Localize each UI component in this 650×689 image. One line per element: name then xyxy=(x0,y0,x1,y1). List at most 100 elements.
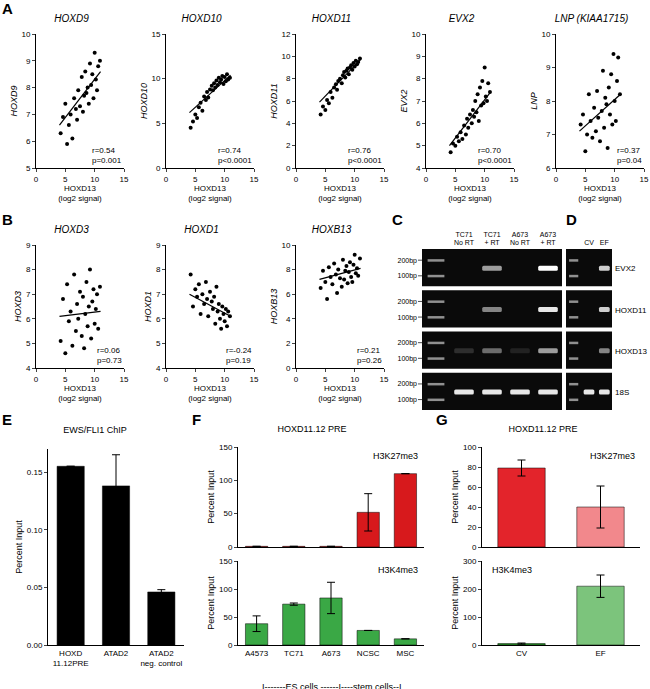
svg-text:HOXD11.12 PRE: HOXD11.12 PRE xyxy=(278,425,347,434)
svg-text:ATAD2: ATAD2 xyxy=(104,649,129,658)
svg-text:10: 10 xyxy=(90,375,99,384)
svg-text:20: 20 xyxy=(467,523,476,532)
svg-text:I-------ES cells ------I----st: I-------ES cells ------I----stem cells--… xyxy=(262,682,401,689)
svg-text:8: 8 xyxy=(546,97,551,106)
svg-text:6: 6 xyxy=(286,290,291,299)
svg-text:TC71+ RT: TC71+ RT xyxy=(483,231,500,246)
svg-text:10: 10 xyxy=(411,30,420,39)
svg-text:200bp: 200bp xyxy=(398,380,418,388)
svg-text:5: 5 xyxy=(416,141,421,150)
svg-text:10: 10 xyxy=(220,375,229,384)
svg-text:15: 15 xyxy=(250,175,259,184)
svg-text:300: 300 xyxy=(463,557,477,566)
svg-text:0.00: 0.00 xyxy=(27,641,43,650)
svg-text:5: 5 xyxy=(193,375,198,384)
svg-text:4: 4 xyxy=(286,119,291,128)
svg-text:HOXD10: HOXD10 xyxy=(139,83,149,119)
svg-text:Percent Input: Percent Input xyxy=(450,470,460,524)
svg-text:0.05: 0.05 xyxy=(27,583,43,592)
svg-text:12: 12 xyxy=(281,30,290,39)
svg-text:TC71No RT: TC71No RT xyxy=(454,231,475,246)
svg-text:r=-0.24p=0.19: r=-0.24p=0.19 xyxy=(226,346,252,365)
svg-text:8: 8 xyxy=(286,265,291,274)
svg-text:6: 6 xyxy=(546,164,551,173)
svg-text:50: 50 xyxy=(223,509,232,518)
svg-text:10: 10 xyxy=(21,30,30,39)
svg-text:A673+ RT: A673+ RT xyxy=(540,231,557,246)
svg-text:9: 9 xyxy=(156,241,161,250)
svg-text:EF: EF xyxy=(595,649,605,658)
svg-text:MSC: MSC xyxy=(397,649,415,658)
svg-text:HOXD11.12PRE: HOXD11.12PRE xyxy=(53,649,89,668)
svg-text:0: 0 xyxy=(34,375,39,384)
svg-text:A673: A673 xyxy=(322,649,341,658)
svg-text:5: 5 xyxy=(156,339,161,348)
svg-text:15: 15 xyxy=(250,375,259,384)
svg-text:60: 60 xyxy=(467,483,476,492)
svg-text:150: 150 xyxy=(219,557,233,566)
svg-text:10: 10 xyxy=(281,52,290,61)
svg-text:HOXD13(log2 signal): HOXD13(log2 signal) xyxy=(448,184,492,203)
svg-text:HOXD13(log2 signal): HOXD13(log2 signal) xyxy=(578,184,622,203)
svg-text:15: 15 xyxy=(510,175,519,184)
svg-text:5: 5 xyxy=(323,375,328,384)
svg-text:HOXD11.12 PRE: HOXD11.12 PRE xyxy=(509,425,578,434)
svg-text:H3K4me3: H3K4me3 xyxy=(492,565,532,575)
svg-text:LNP: LNP xyxy=(529,92,539,110)
svg-text:9: 9 xyxy=(26,241,31,250)
svg-text:H3K4me3: H3K4me3 xyxy=(378,565,418,575)
svg-text:10: 10 xyxy=(151,74,160,83)
svg-text:0: 0 xyxy=(294,175,299,184)
svg-text:H3K27me3: H3K27me3 xyxy=(373,451,418,461)
svg-text:8: 8 xyxy=(26,83,31,92)
svg-text:HOXD11: HOXD11 xyxy=(312,14,351,24)
svg-text:EVX2: EVX2 xyxy=(399,89,409,112)
svg-text:100bp: 100bp xyxy=(398,396,418,404)
svg-text:15: 15 xyxy=(120,375,129,384)
svg-text:r=0.54p=0.001: r=0.54p=0.001 xyxy=(92,146,122,165)
svg-text:EWS/FLI1 ChIP: EWS/FLI1 ChIP xyxy=(63,425,127,435)
svg-text:9: 9 xyxy=(26,57,31,66)
svg-text:HOXD9: HOXD9 xyxy=(9,85,19,116)
svg-text:10: 10 xyxy=(610,175,619,184)
svg-text:6: 6 xyxy=(416,119,421,128)
svg-text:Percent Input: Percent Input xyxy=(14,520,24,574)
svg-text:0: 0 xyxy=(424,175,429,184)
svg-text:0: 0 xyxy=(554,175,559,184)
svg-text:TC71: TC71 xyxy=(284,649,304,658)
svg-text:6: 6 xyxy=(286,97,291,106)
svg-text:7: 7 xyxy=(26,110,31,119)
svg-text:5: 5 xyxy=(26,164,31,173)
svg-text:200: 200 xyxy=(463,585,477,594)
svg-text:15: 15 xyxy=(120,175,129,184)
svg-text:HOXD13(log2 signal): HOXD13(log2 signal) xyxy=(58,384,102,403)
svg-text:0: 0 xyxy=(164,175,169,184)
svg-text:15: 15 xyxy=(640,175,649,184)
svg-text:HOXD1: HOXD1 xyxy=(143,291,153,322)
svg-text:6: 6 xyxy=(26,137,31,146)
svg-text:0: 0 xyxy=(228,543,233,552)
svg-text:10: 10 xyxy=(90,175,99,184)
svg-text:10: 10 xyxy=(281,241,290,250)
svg-text:8: 8 xyxy=(156,265,161,274)
svg-text:4: 4 xyxy=(416,164,421,173)
svg-text:Percent Input: Percent Input xyxy=(450,576,460,630)
svg-text:HOXB13: HOXB13 xyxy=(312,225,352,235)
svg-text:5: 5 xyxy=(63,375,68,384)
svg-text:7: 7 xyxy=(416,97,421,106)
svg-text:10: 10 xyxy=(350,175,359,184)
svg-text:100bp: 100bp xyxy=(398,355,418,363)
svg-text:200bp: 200bp xyxy=(398,257,418,265)
svg-text:5: 5 xyxy=(193,175,198,184)
svg-text:5: 5 xyxy=(323,175,328,184)
svg-text:150: 150 xyxy=(219,443,233,452)
svg-text:0.10: 0.10 xyxy=(27,526,43,535)
svg-text:HOXD11: HOXD11 xyxy=(269,83,279,118)
svg-text:A673No RT: A673No RT xyxy=(510,231,531,246)
svg-text:0: 0 xyxy=(294,375,299,384)
svg-text:Percent Input: Percent Input xyxy=(206,470,216,524)
svg-text:0: 0 xyxy=(472,641,477,650)
svg-text:HOXD3: HOXD3 xyxy=(54,225,89,235)
svg-text:7: 7 xyxy=(546,130,551,139)
svg-text:7: 7 xyxy=(156,290,161,299)
